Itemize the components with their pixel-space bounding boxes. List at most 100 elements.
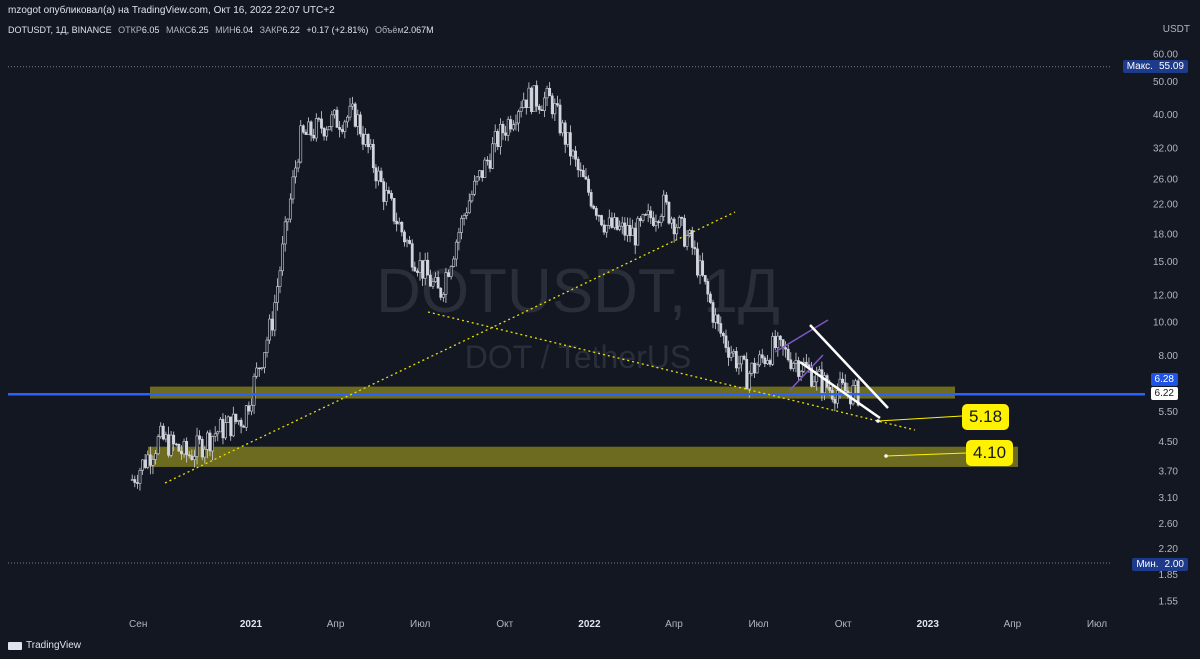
candle [766,354,769,366]
candle [716,313,720,332]
candle [151,455,155,475]
candle [333,109,336,119]
candle [177,443,181,452]
tradingview-logo[interactable]: TradingView [8,640,81,651]
candle [698,255,702,285]
candle [371,139,375,173]
candle [732,349,736,358]
candle [291,170,295,204]
channel-line-upper[interactable] [774,319,829,353]
support-zone-upper[interactable] [150,386,955,399]
candle [195,427,199,465]
candle [275,278,279,311]
time-tick-label: Июл [748,619,768,630]
candle [589,189,593,209]
candle [270,311,274,337]
price-tick-label: 2.20 [1159,544,1179,555]
candle [659,213,663,227]
candle [423,252,427,286]
price-tick-label: 32.00 [1153,144,1178,155]
candle [369,138,373,150]
low-value: 6.04 [235,25,254,35]
candle [182,438,186,458]
target-callout-2[interactable]: 4.10 [966,440,1014,466]
candle [260,367,264,371]
ascending-trendline[interactable] [164,211,736,484]
candle [397,217,401,225]
candle [351,96,354,110]
channel-line-lower[interactable] [789,354,824,391]
candle [486,156,489,166]
candle [325,126,329,141]
time-tick-label: Апр [665,619,683,630]
candle [540,105,544,112]
candle [296,158,300,173]
candle [377,166,380,186]
support-zones[interactable] [148,386,1018,467]
wedge-line-upper[interactable] [809,324,889,409]
candle [602,219,606,236]
candle [475,175,479,186]
candle [493,124,497,153]
candle [317,116,321,123]
candle [553,98,557,121]
candle [307,117,310,135]
level-price-tag: 6.28 [1150,373,1178,386]
high-value: 6.25 [191,25,209,35]
candle [649,206,653,224]
wedge-line-lower[interactable] [799,360,881,420]
candle [561,119,565,137]
candle [392,197,396,225]
candle [843,374,847,392]
candle [771,332,775,366]
candle [742,354,746,361]
candle [174,442,178,447]
support-zone-lower[interactable] [148,446,1018,467]
candle [753,357,756,378]
candle [706,278,710,303]
candle [193,449,196,468]
candle [309,120,313,142]
candle [519,101,523,118]
candle [408,236,412,245]
target-callout-1[interactable]: 5.18 [962,404,1010,430]
drawings[interactable] [8,66,1145,564]
candle [532,85,536,112]
candle [791,361,795,372]
candle [237,419,240,425]
price-axis[interactable]: 60.00 50.00 40.00 32.00 26.00 22.00 18.00 15.00… [1153,50,1178,608]
candle [141,459,144,475]
candle [161,423,165,441]
candle [750,362,754,377]
candle [135,474,139,489]
candle [576,156,580,178]
candle [410,239,414,272]
candle [382,178,386,211]
symbol-info[interactable]: DOTUSDT, 1Д, BINANCE [8,25,112,35]
descending-trendline[interactable] [427,311,916,431]
candle [467,193,471,214]
candle [172,431,176,451]
candle [457,227,461,251]
candle [833,396,837,412]
candle [626,217,629,242]
candle [506,116,510,142]
brand-label: TradingView [26,640,82,651]
candle [413,261,417,272]
candle [740,355,743,372]
candle [133,475,137,488]
candle [278,266,282,294]
candle [675,223,679,240]
candle [465,207,469,220]
min-price-tag: Мин. 2.00 [1132,558,1188,571]
candle [441,292,445,302]
candle [379,167,383,183]
candle [203,445,207,464]
candle [568,125,572,166]
candle [543,91,546,118]
candle [418,252,422,281]
candle [353,102,357,128]
time-axis[interactable]: Сен 2021 Апр Июл Окт 2022 Апр Июл Окт 2023 Апр Июл [129,619,1107,630]
candle [584,168,588,181]
